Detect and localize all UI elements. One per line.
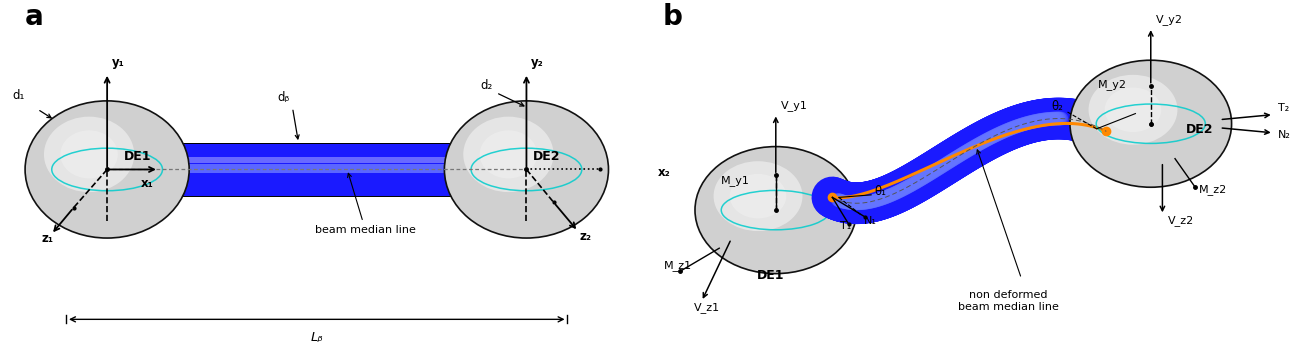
Bar — [141, 143, 493, 196]
Text: V_z2: V_z2 — [1168, 215, 1193, 226]
Text: b: b — [663, 3, 683, 31]
Text: beam median line: beam median line — [315, 173, 416, 235]
Text: θ₂: θ₂ — [1051, 100, 1063, 113]
Text: DE1: DE1 — [756, 269, 785, 282]
Ellipse shape — [696, 147, 857, 273]
Text: non deformed
beam median line: non deformed beam median line — [958, 290, 1059, 312]
Text: M_y2: M_y2 — [1098, 79, 1126, 90]
Text: V_y1: V_y1 — [781, 100, 808, 111]
Text: d₁: d₁ — [13, 89, 25, 103]
Text: N₂: N₂ — [1279, 130, 1290, 140]
Ellipse shape — [445, 101, 609, 238]
Text: N₁: N₁ — [864, 216, 877, 226]
Text: y₁: y₁ — [112, 56, 124, 69]
Text: V_y2: V_y2 — [1156, 14, 1183, 25]
Text: T₁: T₁ — [840, 221, 851, 231]
Ellipse shape — [486, 143, 499, 196]
Ellipse shape — [1089, 75, 1178, 145]
Text: M_z2: M_z2 — [1199, 184, 1227, 195]
Text: M_y1: M_y1 — [721, 175, 750, 186]
Ellipse shape — [1071, 60, 1231, 187]
Text: z₁: z₁ — [41, 232, 53, 245]
Ellipse shape — [134, 143, 147, 196]
Ellipse shape — [61, 130, 118, 179]
Text: θ₁: θ₁ — [874, 185, 887, 198]
Text: x₂: x₂ — [658, 165, 671, 179]
Text: Lᵦ: Lᵦ — [310, 331, 323, 344]
Text: DE1: DE1 — [124, 150, 151, 163]
Ellipse shape — [480, 130, 537, 179]
Text: d₂: d₂ — [481, 78, 493, 92]
Text: V_z1: V_z1 — [694, 302, 720, 313]
Text: M_z1: M_z1 — [665, 260, 693, 271]
Text: x₁: x₁ — [141, 177, 154, 190]
Ellipse shape — [729, 174, 786, 218]
Ellipse shape — [1104, 87, 1161, 132]
Text: y₂: y₂ — [531, 56, 544, 69]
Text: z₂: z₂ — [581, 229, 592, 243]
Ellipse shape — [44, 117, 134, 192]
Ellipse shape — [25, 101, 189, 238]
Bar — [146, 157, 487, 163]
Bar — [141, 164, 493, 173]
Text: DE2: DE2 — [533, 150, 560, 163]
Text: DE2: DE2 — [1187, 123, 1214, 136]
Ellipse shape — [714, 161, 803, 231]
Text: T₂: T₂ — [1279, 103, 1289, 113]
Text: dᵦ: dᵦ — [277, 92, 290, 104]
Ellipse shape — [463, 117, 553, 192]
Text: a: a — [25, 3, 44, 31]
